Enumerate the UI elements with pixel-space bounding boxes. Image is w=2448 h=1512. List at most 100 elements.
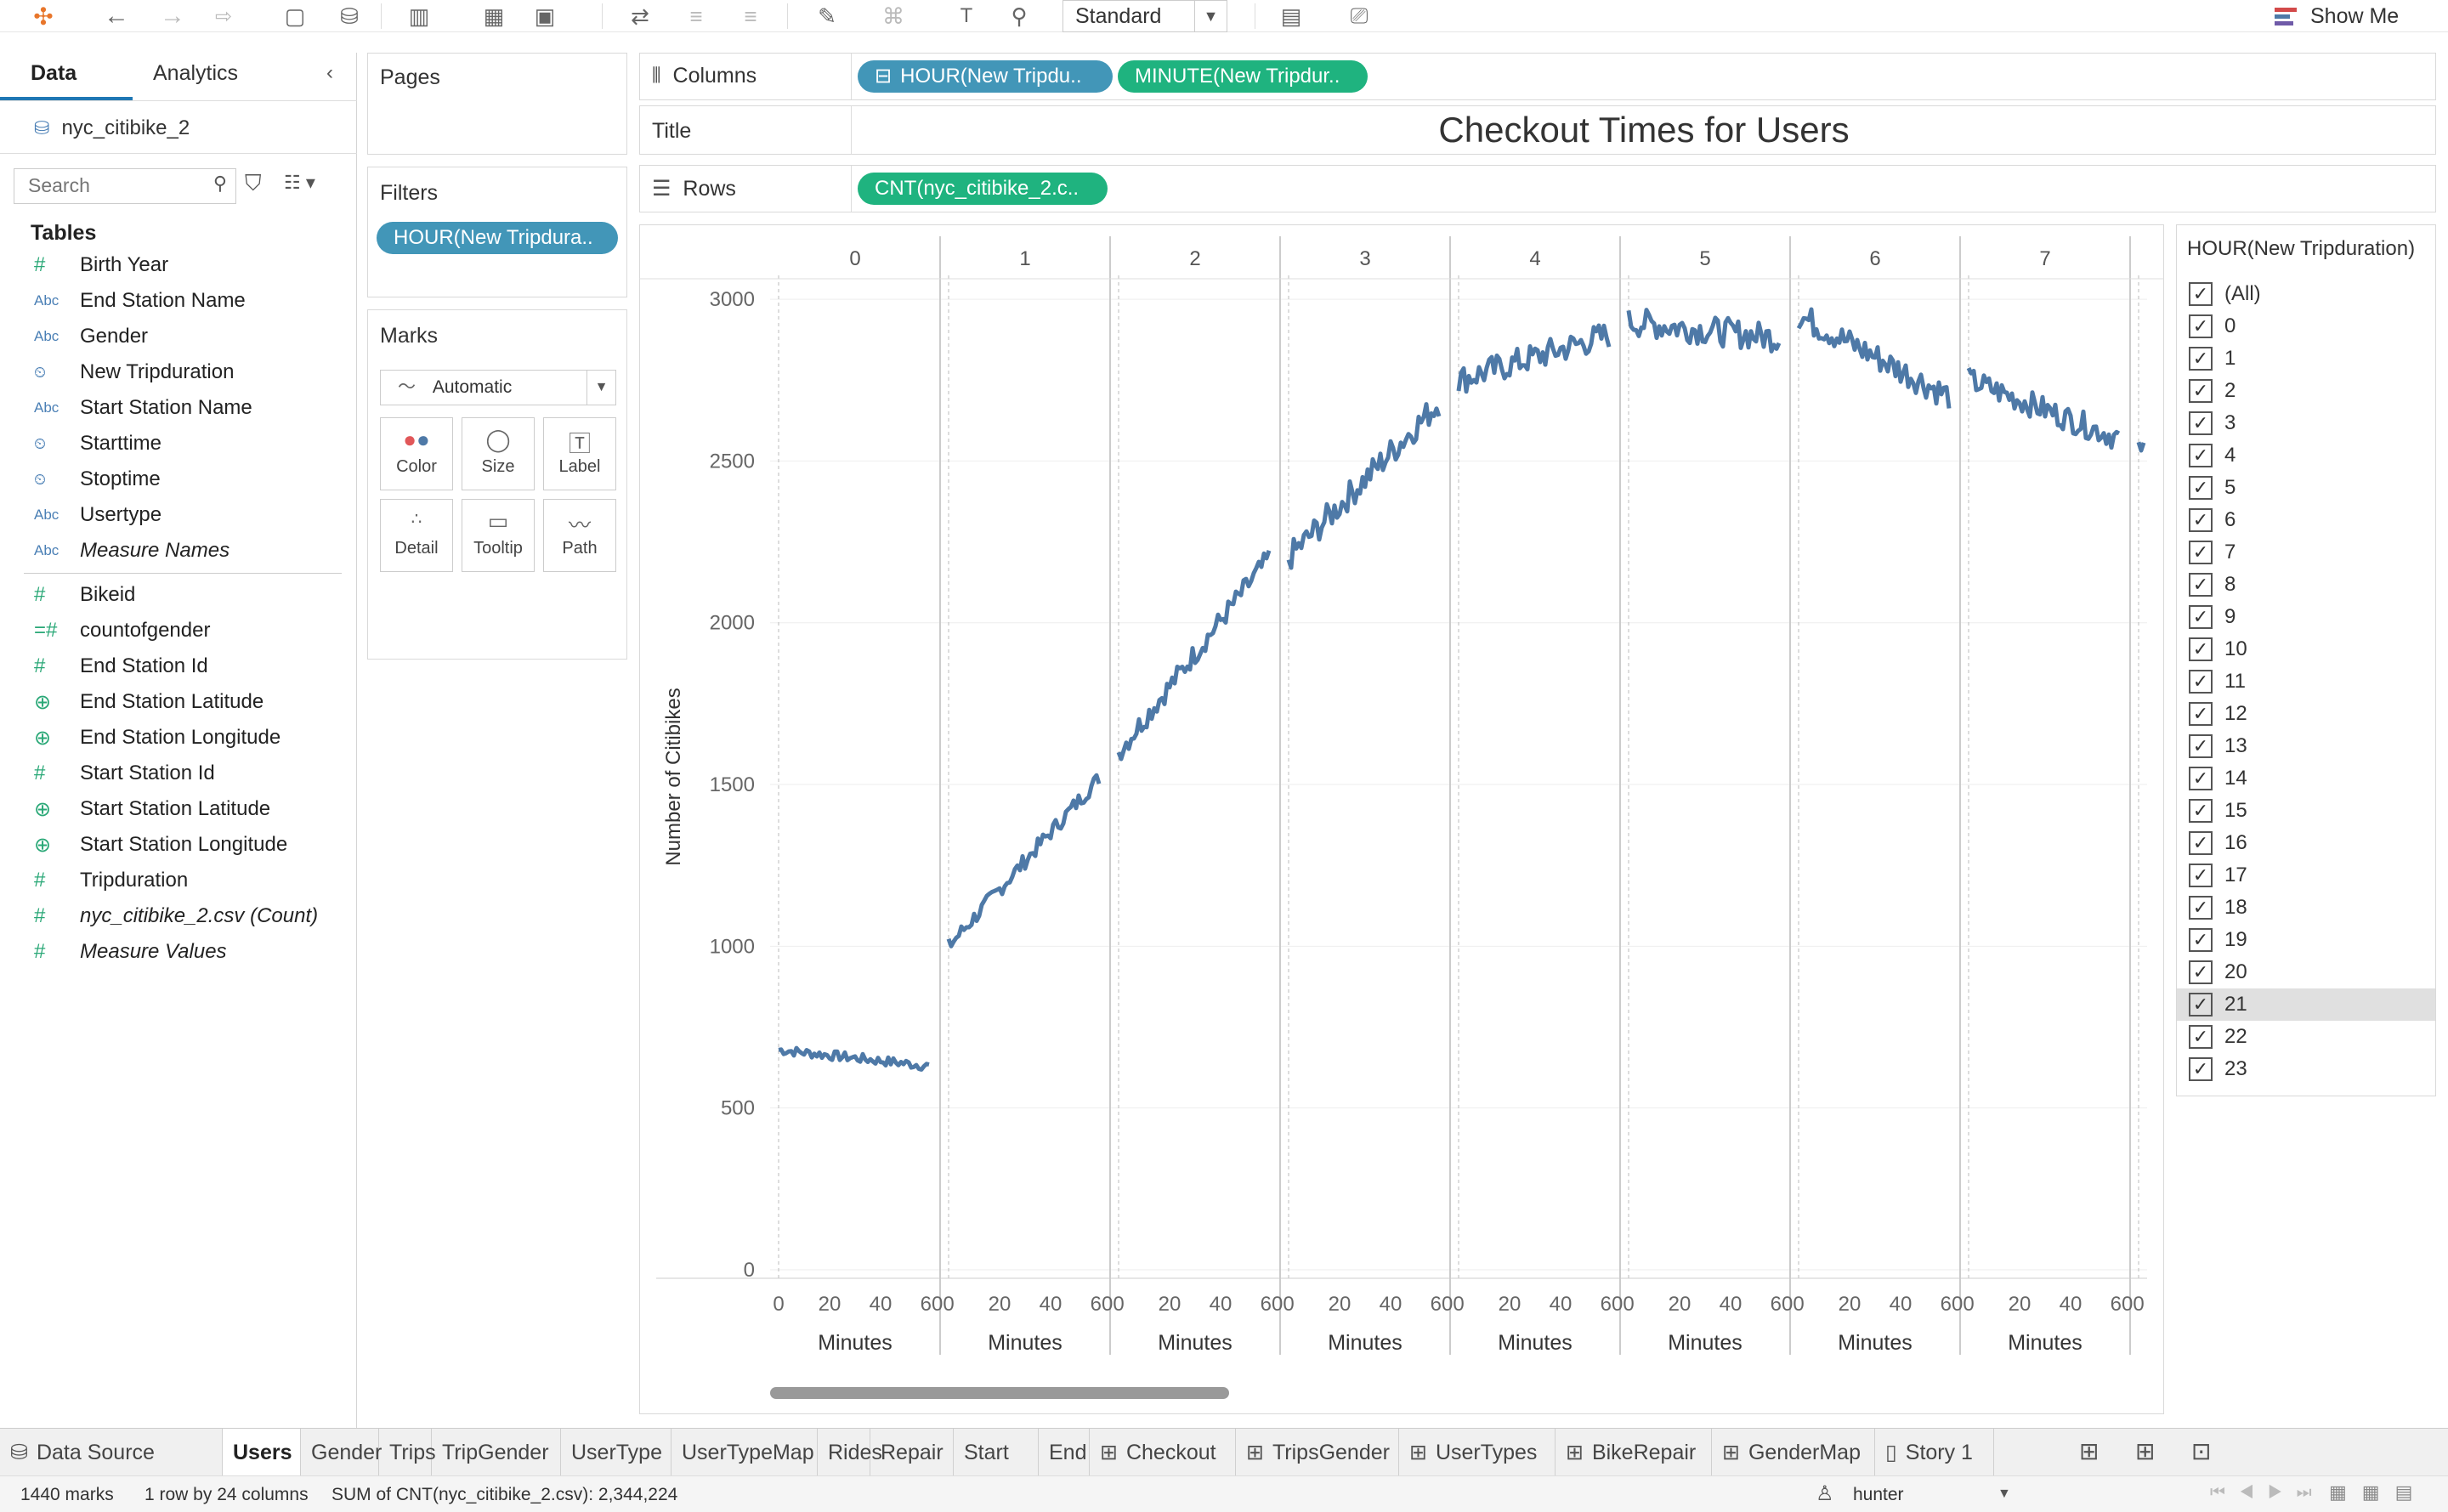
new-worksheet-tab-icon[interactable]: ⊞ <box>2079 1438 2100 1464</box>
field-row[interactable]: # Tripduration <box>0 864 348 898</box>
filter-pill[interactable]: HOUR(New Tripdura.. <box>377 222 618 254</box>
tab-data-source[interactable]: ⛁ Data Source <box>0 1429 223 1476</box>
filter-item[interactable]: ✓ 22 <box>2177 1021 2435 1053</box>
tooltip-button[interactable]: ▭ Tooltip <box>462 499 535 572</box>
size-button[interactable]: ◯ Size <box>462 417 535 490</box>
show-me-button[interactable]: Show Me <box>2275 0 2399 32</box>
tab-tripgender[interactable]: TripGender <box>432 1429 561 1476</box>
filter-item[interactable]: ✓ 0 <box>2177 310 2435 343</box>
filter-item[interactable]: ✓ 10 <box>2177 633 2435 665</box>
field-row[interactable]: # nyc_citibike_2.csv (Count) <box>0 899 348 933</box>
checkbox[interactable]: ✓ <box>2189 993 2213 1016</box>
show-cards-icon[interactable]: ▤ <box>1280 3 1302 29</box>
rows-pill-count[interactable]: CNT(nyc_citibike_2.c.. <box>858 173 1108 205</box>
field-row[interactable]: ⊕ End Station Latitude <box>0 685 348 719</box>
swap-rows-columns-icon[interactable]: ⇄ <box>631 3 649 29</box>
duplicate-sheet-icon[interactable]: ▦ <box>483 3 505 29</box>
checkbox[interactable]: ✓ <box>2189 314 2213 338</box>
checkbox[interactable]: ✓ <box>2189 670 2213 694</box>
tableau-logo-icon[interactable]: ✣ <box>33 3 54 30</box>
color-button[interactable]: ●● Color <box>380 417 453 490</box>
view-options-icon[interactable]: ☷ ▾ <box>284 172 315 193</box>
field-row[interactable]: ⏲ New Tripduration <box>0 355 348 389</box>
tab-usertype[interactable]: UserType <box>561 1429 672 1476</box>
undo-icon[interactable]: ← <box>104 2 129 30</box>
detail-button[interactable]: ∴ Detail <box>380 499 453 572</box>
tab-end[interactable]: End <box>1039 1429 1090 1476</box>
field-row[interactable]: # Bikeid <box>0 578 348 612</box>
checkbox[interactable]: ✓ <box>2189 605 2213 629</box>
tab-gendermap[interactable]: ⊞ GenderMap <box>1712 1429 1875 1476</box>
sheet-view-icon[interactable]: ▦▦▤ <box>2329 1481 2428 1503</box>
field-row[interactable]: # Start Station Id <box>0 756 348 790</box>
filter-item[interactable]: ✓ 14 <box>2177 762 2435 795</box>
checkbox[interactable]: ✓ <box>2189 541 2213 564</box>
rows-shelf[interactable]: ☰ Rows CNT(nyc_citibike_2.c.. <box>639 165 2436 212</box>
field-row[interactable]: Abc End Station Name <box>0 284 348 318</box>
filter-item[interactable]: ✓ 11 <box>2177 665 2435 698</box>
tab-start[interactable]: Start <box>954 1429 1039 1476</box>
checkbox[interactable]: ✓ <box>2189 411 2213 435</box>
checkbox[interactable]: ✓ <box>2189 799 2213 823</box>
field-row[interactable]: # End Station Id <box>0 649 348 683</box>
filter-item[interactable]: ✓ (All) <box>2177 278 2435 310</box>
checkbox[interactable]: ✓ <box>2189 508 2213 532</box>
field-row[interactable]: Abc Start Station Name <box>0 391 348 425</box>
filter-item[interactable]: ✓ 17 <box>2177 859 2435 892</box>
tab-usertypemap[interactable]: UserTypeMap <box>672 1429 818 1476</box>
filter-item[interactable]: ✓ 9 <box>2177 601 2435 633</box>
checkbox[interactable]: ✓ <box>2189 702 2213 726</box>
checkbox[interactable]: ✓ <box>2189 444 2213 467</box>
checkbox[interactable]: ✓ <box>2189 960 2213 984</box>
tab-story-1[interactable]: ▯ Story 1 <box>1875 1429 1994 1476</box>
new-worksheet-icon[interactable]: ▥ <box>408 3 430 29</box>
tab-rides[interactable]: Rides <box>818 1429 882 1476</box>
filters-shelf[interactable]: Filters HOUR(New Tripdura.. <box>367 167 627 297</box>
filter-item[interactable]: ✓ 13 <box>2177 730 2435 762</box>
field-row[interactable]: Abc Gender <box>0 320 348 354</box>
tab-users[interactable]: Users <box>223 1429 301 1476</box>
tab-checkout[interactable]: ⊞ Checkout <box>1090 1429 1236 1476</box>
label-button[interactable]: 🅃 Label <box>543 417 616 490</box>
filter-item[interactable]: ✓ 18 <box>2177 892 2435 924</box>
field-row[interactable]: ⊕ End Station Longitude <box>0 721 348 755</box>
presentation-mode-icon[interactable]: ⎚ <box>1350 3 1368 28</box>
checkbox[interactable]: ✓ <box>2189 864 2213 887</box>
tab-analytics[interactable]: Analytics <box>153 61 239 85</box>
filter-item[interactable]: ✓ 2 <box>2177 375 2435 407</box>
highlight-icon[interactable]: ✎ <box>818 3 836 29</box>
datasource-row[interactable]: ⛁ nyc_citibike_2 <box>34 109 190 148</box>
sort-descending-icon[interactable]: ≡ <box>744 3 757 29</box>
search-box[interactable]: ⚲ <box>14 168 236 204</box>
filter-icon[interactable]: ⛉ <box>245 170 262 195</box>
field-row[interactable]: ⏲ Starttime <box>0 427 348 461</box>
pages-shelf[interactable]: Pages <box>367 53 627 155</box>
filter-item[interactable]: ✓ 5 <box>2177 472 2435 504</box>
field-row[interactable]: # Birth Year <box>0 248 348 282</box>
chevron-down-icon[interactable]: ▼ <box>1998 1487 2011 1501</box>
columns-shelf[interactable]: ⫴ Columns ⊟ HOUR(New Tripdu.. MINUTE(New T… <box>639 53 2436 100</box>
tab-usertypes[interactable]: ⊞ UserTypes <box>1399 1429 1556 1476</box>
filter-item[interactable]: ✓ 1 <box>2177 343 2435 375</box>
group-icon[interactable]: ⌘ <box>882 3 904 29</box>
checkbox[interactable]: ✓ <box>2189 831 2213 855</box>
columns-pill-hour[interactable]: ⊟ HOUR(New Tripdu.. <box>858 60 1113 93</box>
clear-sheet-icon[interactable]: ▣ <box>534 3 556 29</box>
pin-icon[interactable]: ⚲ <box>1011 3 1028 29</box>
path-button[interactable]: 〰 Path <box>543 499 616 572</box>
checkbox[interactable]: ✓ <box>2189 347 2213 371</box>
filter-item[interactable]: ✓ 15 <box>2177 795 2435 827</box>
tab-bikerepair[interactable]: ⊞ BikeRepair <box>1556 1429 1712 1476</box>
field-row[interactable]: ⊕ Start Station Latitude <box>0 792 348 826</box>
filter-item[interactable]: ✓ 23 <box>2177 1053 2435 1085</box>
tab-trips[interactable]: Trips <box>379 1429 436 1476</box>
field-row[interactable]: ⏲ Stoptime <box>0 462 348 496</box>
fit-view-select[interactable]: Standard ▼ <box>1062 0 1227 32</box>
checkbox[interactable]: ✓ <box>2189 573 2213 597</box>
search-input[interactable] <box>14 169 193 201</box>
checkbox[interactable]: ✓ <box>2189 928 2213 952</box>
sheet-title[interactable]: Checkout Times for Users <box>1438 110 1850 150</box>
checkbox[interactable]: ✓ <box>2189 637 2213 661</box>
field-row[interactable]: ⊕ Start Station Longitude <box>0 828 348 862</box>
